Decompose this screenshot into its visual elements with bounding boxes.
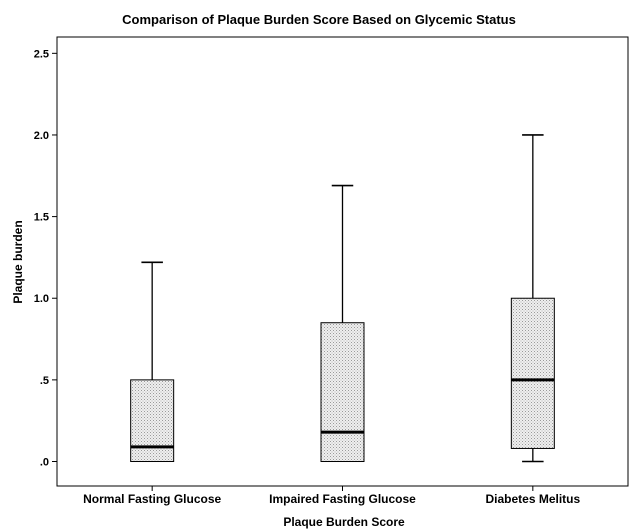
x-tick-label-0: Normal Fasting Glucose — [83, 492, 221, 506]
y-tick-label-2: 1.0 — [34, 293, 49, 305]
y-tick-label-3: 1.5 — [34, 212, 49, 224]
x-axis-label: Plaque Burden Score — [283, 515, 405, 529]
y-axis-label: Plaque burden — [11, 220, 25, 303]
box-0 — [130, 379, 175, 463]
y-tick-label-0: .0 — [40, 457, 49, 469]
y-tick-label-1: .5 — [40, 375, 49, 387]
y-tick-label-4: 2.0 — [34, 130, 49, 142]
y-tick-label-5: 2.5 — [34, 48, 49, 60]
box-2 — [510, 297, 555, 449]
chart-title: Comparison of Plaque Burden Score Based … — [122, 12, 516, 27]
x-tick-label-1: Impaired Fasting Glucose — [269, 492, 416, 506]
x-tick-label-2: Diabetes Melitus — [485, 492, 580, 506]
plot-area: .0 .5 1.0 1.5 2.0 2.5 Normal Fasting Glucose Im… — [34, 36, 629, 506]
box-1 — [320, 322, 365, 463]
